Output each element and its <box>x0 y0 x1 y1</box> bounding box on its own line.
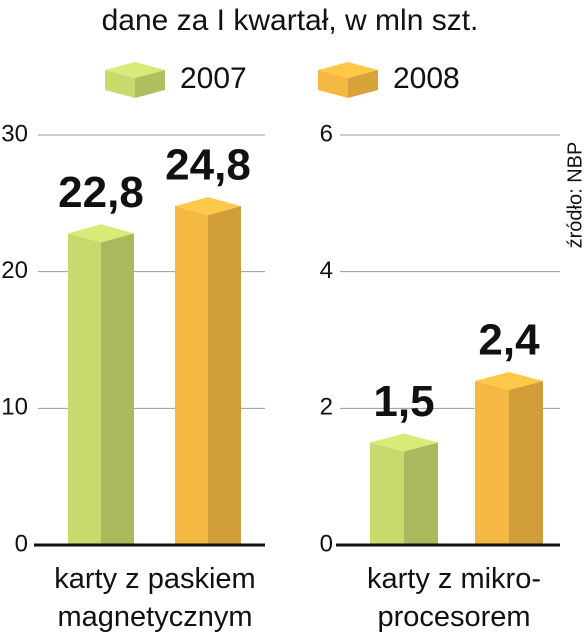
bar-front <box>475 381 509 545</box>
bar-side <box>404 442 438 545</box>
legend-swatch <box>348 70 378 98</box>
y-tick-label: 0 <box>320 530 333 557</box>
y-tick-label: 4 <box>320 257 333 284</box>
bar <box>370 433 438 545</box>
bar-side <box>208 206 241 546</box>
category-label: karty z paskiem magnetycznym <box>54 563 256 633</box>
y-tick-label: 20 <box>1 257 28 284</box>
bar-front <box>370 442 404 545</box>
bar-front <box>175 206 208 546</box>
value-label: 1,5 <box>373 377 434 426</box>
legend-swatch <box>135 70 165 98</box>
y-tick-label: 2 <box>320 394 333 421</box>
bar <box>175 197 241 546</box>
legend-label: 2007 <box>180 62 247 95</box>
legend-label: 2008 <box>393 62 460 95</box>
value-label: 2,4 <box>478 316 540 365</box>
value-label: 24,8 <box>165 141 251 190</box>
bar-side <box>101 233 134 545</box>
legend-swatch <box>105 70 135 98</box>
bar-top <box>475 372 543 390</box>
y-tick-label: 30 <box>1 120 28 147</box>
bar <box>68 224 134 545</box>
legend-swatch <box>318 70 348 98</box>
bar-side <box>509 381 543 545</box>
y-tick-label: 6 <box>320 120 333 147</box>
bar-front <box>68 233 101 545</box>
bar <box>475 372 543 545</box>
bar-top <box>370 433 438 452</box>
y-tick-label: 0 <box>15 530 28 557</box>
bar-top <box>175 197 241 216</box>
category-label: karty z mikro- procesorem <box>367 563 541 633</box>
y-tick-label: 10 <box>1 394 28 421</box>
chart-title: dane za I kwartał, w mln szt. <box>102 4 479 37</box>
source: źródło: NBP <box>564 142 586 249</box>
bar-top <box>68 224 134 243</box>
value-label: 22,8 <box>58 168 144 217</box>
